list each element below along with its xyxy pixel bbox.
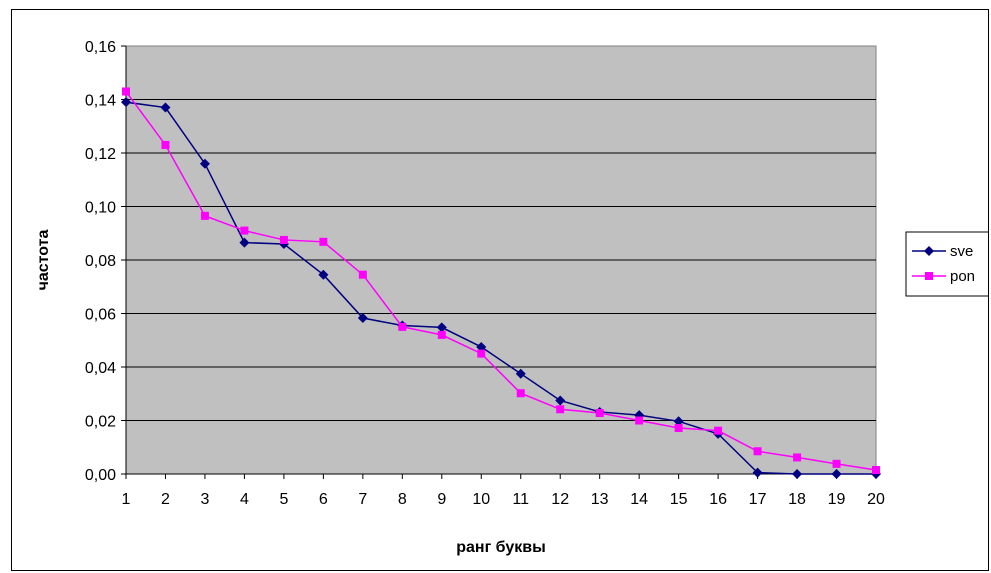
x-tick-label: 10 (472, 491, 490, 508)
y-tick-label: 0,10 (85, 200, 116, 217)
legend: sve pon (905, 231, 988, 297)
y-tick-label: 0,08 (85, 253, 116, 270)
x-tick-label: 18 (788, 491, 806, 508)
y-tick-label: 0,04 (85, 360, 116, 377)
data-point-pon (635, 416, 644, 425)
data-point-sve (239, 237, 250, 248)
data-point-pon (714, 426, 723, 435)
x-tick-label: 11 (512, 491, 529, 508)
data-point-sve (673, 416, 684, 427)
data-point-pon (358, 270, 367, 279)
data-point-pon (279, 235, 288, 244)
data-point-sve (357, 313, 368, 324)
y-tick-label: 0,14 (85, 93, 116, 110)
data-point-pon (674, 423, 683, 432)
data-point-pon (753, 447, 762, 456)
x-tick-label: 1 (122, 491, 131, 508)
line-chart: 0,000,020,040,060,080,100,120,140,161 2 3 4… (35, 39, 988, 556)
data-point-sve (792, 469, 803, 479)
x-tick-label: 16 (709, 491, 727, 508)
chart-frame: 0,00 0,02 0,04 0,06 0,08 0,10 0,12 0,14 0,16 1 2 3 4… (11, 9, 989, 571)
x-tick-label: 2 (161, 491, 170, 508)
y-tick-label: 0,02 (85, 414, 116, 431)
data-point-sve (752, 467, 763, 478)
legend-marker-pon (925, 272, 933, 280)
y-tick-label: 0,06 (85, 307, 116, 324)
legend-marker-sve (924, 246, 934, 256)
data-point-sve (515, 368, 526, 379)
x-tick-label: 19 (828, 491, 846, 508)
x-tick-label: 5 (279, 491, 288, 508)
x-tick-label: 8 (398, 491, 407, 508)
legend-box (905, 231, 988, 297)
y-tick-label: 0,16 (85, 39, 116, 56)
data-point-sve (436, 322, 447, 333)
gridlines (126, 99, 876, 421)
data-point-pon (240, 226, 249, 235)
data-point-pon (793, 453, 802, 462)
data-point-pon (200, 211, 209, 220)
x-tick-label: 13 (591, 491, 609, 508)
x-tick-label: 12 (551, 491, 569, 508)
x-tick-label: 7 (358, 491, 367, 508)
series-line-pon (125, 91, 877, 471)
data-point-sve (318, 269, 329, 280)
data-point-pon (516, 389, 525, 398)
data-point-pon (556, 405, 565, 414)
data-point-sve (160, 102, 171, 113)
data-point-pon (122, 87, 130, 96)
x-axis-title: ранг буквы (456, 539, 546, 556)
x-tick-label: 6 (319, 491, 328, 508)
x-tick-label: 15 (670, 491, 688, 508)
y-tick-label: 0,12 (85, 146, 116, 163)
data-point-pon (595, 409, 604, 418)
data-point-pon (398, 322, 407, 331)
series-line-sve (125, 101, 876, 475)
x-tick-label: 3 (200, 491, 209, 508)
y-axis-title: частота (35, 229, 52, 290)
series-lines (121, 87, 881, 479)
data-point-pon (319, 237, 328, 246)
x-tick-label: 14 (630, 491, 648, 508)
data-point-pon (872, 465, 880, 474)
x-tick-label: 17 (749, 491, 767, 508)
data-point-sve (199, 158, 210, 169)
legend-label-sve: sve (950, 243, 973, 260)
data-point-pon (161, 140, 170, 149)
x-tick-label: 9 (437, 491, 446, 508)
legend-items: sve pon (912, 243, 975, 285)
x-tick-label: 20 (867, 491, 885, 508)
data-point-pon (477, 349, 486, 358)
legend-label-pon: pon (950, 268, 975, 285)
data-point-sve (121, 97, 131, 108)
data-point-sve (831, 469, 842, 479)
axes: 0,000,020,040,060,080,100,120,140,161 2 3 4… (85, 39, 885, 508)
y-tick-label: 0,00 (85, 467, 116, 484)
x-tick-label: 4 (240, 491, 249, 508)
data-point-pon (832, 459, 841, 468)
data-point-sve (476, 341, 487, 352)
data-point-sve (555, 395, 566, 406)
data-point-pon (437, 330, 446, 339)
